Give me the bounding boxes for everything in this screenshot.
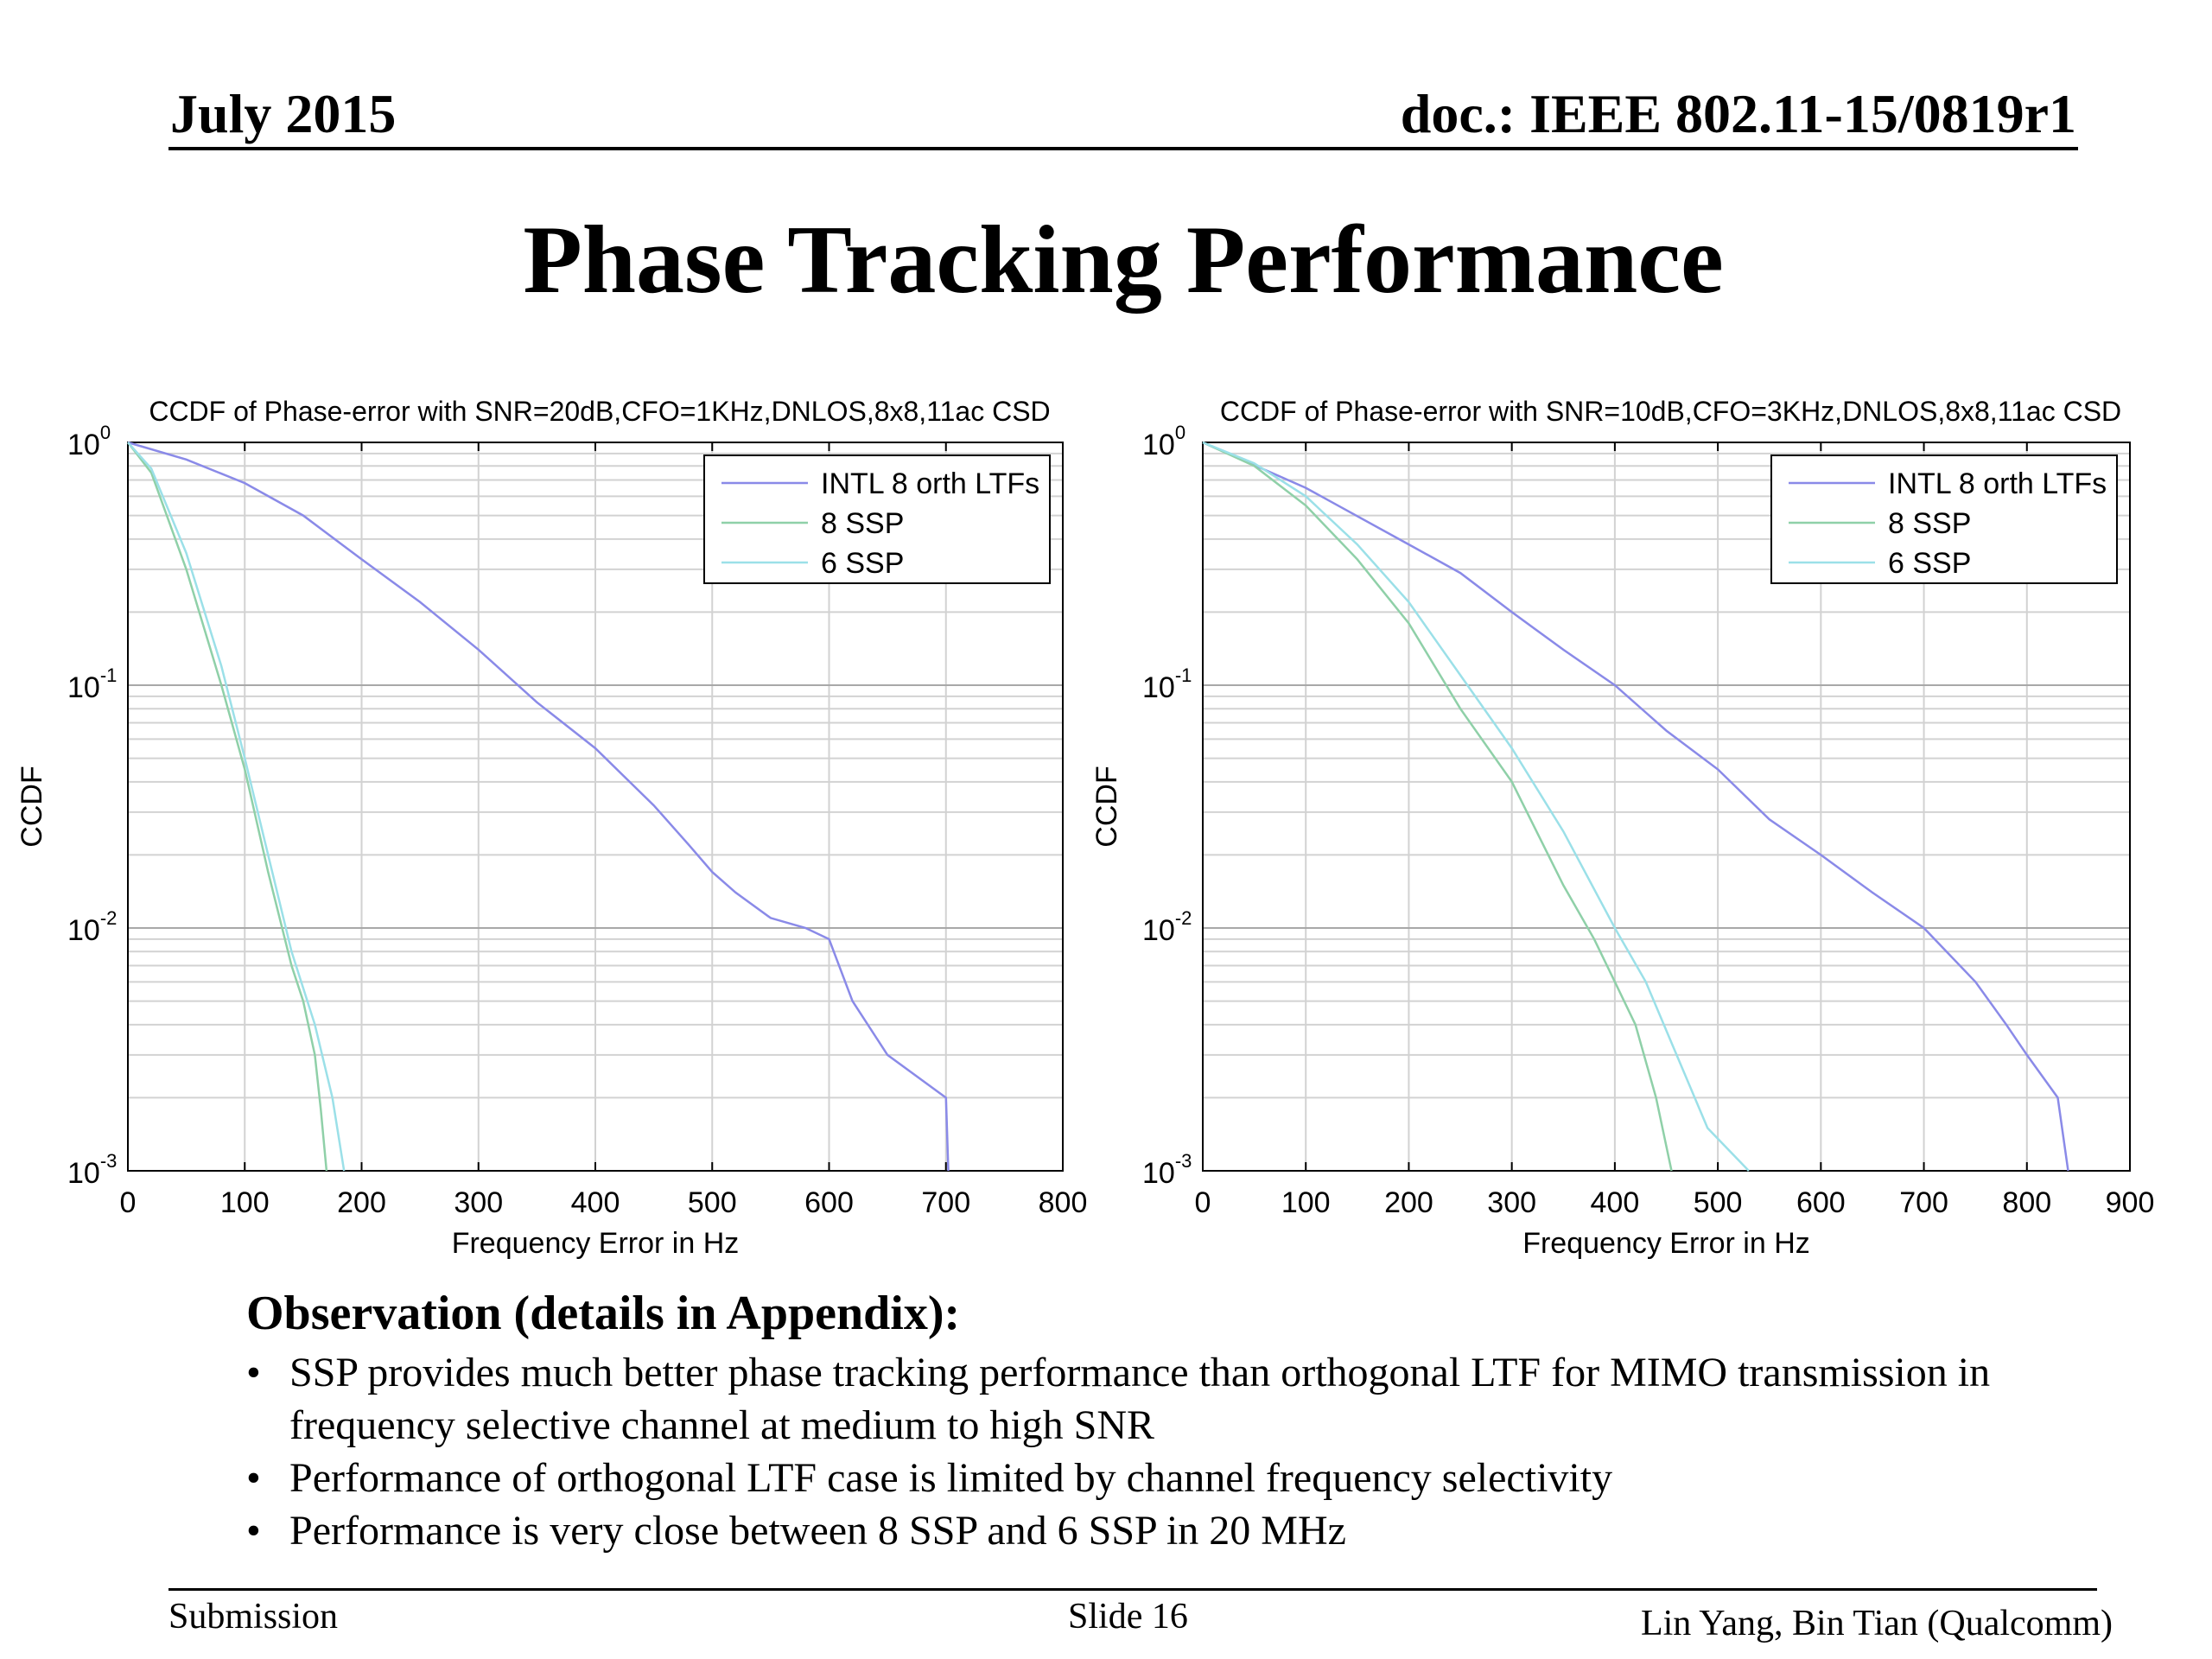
observation-list: SSP provides much better phase tracking … bbox=[246, 1346, 2104, 1557]
series-line-3 bbox=[1202, 441, 1750, 1172]
legend-label: 6 SSP bbox=[821, 547, 904, 580]
y-tick-label: 10-1 bbox=[1142, 664, 1192, 704]
series-line-2 bbox=[1202, 441, 1673, 1172]
y-tick-label: 100 bbox=[67, 422, 111, 461]
observation-bullet: SSP provides much better phase tracking … bbox=[246, 1346, 2104, 1452]
y-tick-label: 10-2 bbox=[67, 907, 117, 947]
x-tick-label: 400 bbox=[1591, 1186, 1640, 1219]
x-tick-label: 900 bbox=[2106, 1186, 2155, 1219]
x-tick-label: 100 bbox=[220, 1186, 270, 1219]
x-axis-label: Frequency Error in Hz bbox=[452, 1227, 740, 1260]
footer-divider bbox=[168, 1588, 2097, 1591]
legend-label: 8 SSP bbox=[821, 507, 904, 540]
series-line-1 bbox=[1202, 441, 2069, 1172]
chart-title: CCDF of Phase-error with SNR=10dB,CFO=3K… bbox=[1220, 396, 2121, 427]
x-tick-label: 0 bbox=[120, 1186, 137, 1219]
y-axis-label: CCDF bbox=[16, 766, 48, 847]
x-tick-label: 100 bbox=[1281, 1186, 1331, 1219]
x-tick-label: 600 bbox=[804, 1186, 854, 1219]
chart-title: CCDF of Phase-error with SNR=20dB,CFO=1K… bbox=[149, 396, 1050, 427]
x-tick-label: 700 bbox=[1899, 1186, 1948, 1219]
x-axis-label: Frequency Error in Hz bbox=[1522, 1227, 1810, 1260]
y-tick-label: 100 bbox=[1142, 422, 1185, 461]
y-tick-label: 10-3 bbox=[67, 1150, 117, 1190]
x-tick-label: 200 bbox=[337, 1186, 386, 1219]
observation-block: Observation (details in Appendix): SSP p… bbox=[246, 1287, 2104, 1557]
y-tick-label: 10-3 bbox=[1142, 1150, 1192, 1190]
observation-bullet: Performance is very close between 8 SSP … bbox=[246, 1504, 2104, 1557]
series-line-1 bbox=[127, 441, 950, 1172]
legend-label: 6 SSP bbox=[1888, 547, 1971, 580]
x-tick-label: 500 bbox=[688, 1186, 737, 1219]
observation-bullet: Performance of orthogonal LTF case is li… bbox=[246, 1452, 2104, 1504]
x-tick-label: 800 bbox=[1039, 1186, 1088, 1219]
x-tick-label: 600 bbox=[1796, 1186, 1846, 1219]
slide-title: Phase Tracking Performance bbox=[523, 207, 1724, 314]
x-tick-label: 700 bbox=[921, 1186, 970, 1219]
y-axis-label: CCDF bbox=[1090, 766, 1123, 847]
x-tick-label: 300 bbox=[1487, 1186, 1536, 1219]
footer-authors: Lin Yang, Bin Tian (Qualcomm) bbox=[1640, 1604, 2113, 1643]
legend-label: INTL 8 orth LTFs bbox=[821, 467, 1039, 500]
x-tick-label: 800 bbox=[2002, 1186, 2051, 1219]
series-line-3 bbox=[127, 442, 346, 1172]
header-date: July 2015 bbox=[170, 83, 397, 144]
chart-2: 0 100 200 300 400 500 600 700 800 900 10-3 10-2 10-1… bbox=[1090, 396, 2154, 1260]
footer-submission: Submission bbox=[168, 1597, 339, 1637]
series-line-2 bbox=[127, 442, 328, 1172]
chart-1: 0 100 200 300 400 500 600 700 800 10-3 10-2 10-1 100… bbox=[16, 396, 1087, 1260]
plot-frame bbox=[1202, 442, 2131, 1172]
x-tick-label: 0 bbox=[1195, 1186, 1211, 1219]
x-tick-label: 500 bbox=[1694, 1186, 1743, 1219]
x-tick-label: 200 bbox=[1384, 1186, 1433, 1219]
legend-label: INTL 8 orth LTFs bbox=[1888, 467, 2107, 500]
header-divider bbox=[168, 147, 2078, 150]
y-tick-label: 10-1 bbox=[67, 664, 117, 704]
header-doc-id: doc.: IEEE 802.11-15/0819r1 bbox=[1400, 83, 2076, 144]
y-tick-label: 10-2 bbox=[1142, 907, 1192, 947]
legend-label: 8 SSP bbox=[1888, 507, 1971, 540]
footer-slide-number: Slide 16 bbox=[1068, 1597, 1188, 1637]
x-tick-label: 300 bbox=[454, 1186, 503, 1219]
observation-heading: Observation (details in Appendix): bbox=[246, 1287, 961, 1340]
x-tick-label: 400 bbox=[571, 1186, 620, 1219]
